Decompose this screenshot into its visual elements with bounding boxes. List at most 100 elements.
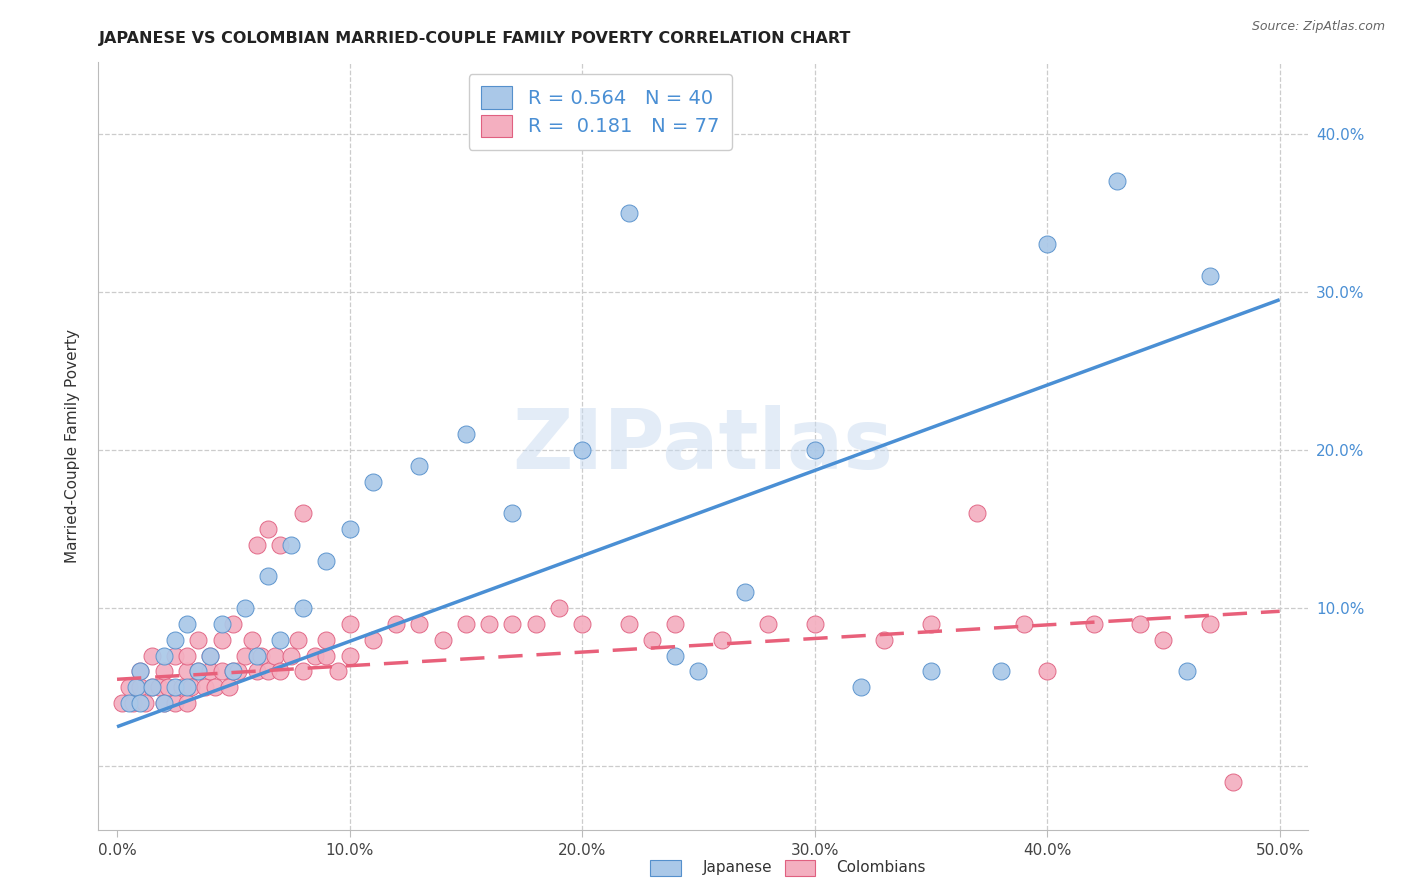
Point [269, 632, 291, 647]
Point [292, 601, 315, 615]
Point [245, 665, 267, 679]
Point [269, 538, 291, 552]
Point [571, 616, 593, 631]
Point [1083, 616, 1105, 631]
Point [454, 427, 477, 442]
Point [280, 648, 302, 663]
Point [501, 506, 523, 520]
Point [111, 696, 134, 710]
Point [176, 616, 198, 631]
Point [187, 665, 209, 679]
Point [118, 696, 141, 710]
Point [304, 648, 326, 663]
Point [315, 632, 337, 647]
Point [118, 680, 141, 694]
Point [152, 696, 174, 710]
Point [408, 616, 430, 631]
Point [122, 696, 145, 710]
Point [257, 665, 280, 679]
Point [176, 648, 198, 663]
Point [361, 475, 384, 489]
Y-axis label: Married-Couple Family Poverty: Married-Couple Family Poverty [65, 329, 80, 563]
Point [339, 648, 361, 663]
Point [152, 648, 174, 663]
Point [198, 665, 221, 679]
Point [1222, 775, 1244, 789]
Point [664, 616, 686, 631]
Point [571, 442, 593, 457]
Point [211, 632, 233, 647]
Point [165, 648, 187, 663]
Point [617, 205, 640, 219]
Point [240, 632, 263, 647]
Point [873, 632, 896, 647]
Point [222, 616, 245, 631]
Point [180, 680, 202, 694]
Point [1199, 616, 1222, 631]
Text: Colombians: Colombians [837, 861, 927, 875]
Point [129, 665, 152, 679]
Text: ZIPatlas: ZIPatlas [513, 406, 893, 486]
Point [849, 680, 872, 694]
Point [966, 506, 988, 520]
Point [257, 569, 280, 583]
Point [211, 665, 233, 679]
Point [233, 601, 256, 615]
Point [1152, 632, 1174, 647]
Point [165, 696, 187, 710]
Point [222, 665, 245, 679]
Point [245, 648, 267, 663]
Point [1036, 665, 1059, 679]
Point [269, 665, 291, 679]
Point [141, 648, 163, 663]
Point [157, 680, 180, 694]
Point [432, 632, 454, 647]
Point [1129, 616, 1152, 631]
Point [664, 648, 686, 663]
Point [292, 506, 315, 520]
Text: JAPANESE VS COLOMBIAN MARRIED-COUPLE FAMILY POVERTY CORRELATION CHART: JAPANESE VS COLOMBIAN MARRIED-COUPLE FAM… [98, 31, 851, 46]
Point [803, 616, 825, 631]
Point [134, 696, 156, 710]
Point [245, 538, 267, 552]
Point [990, 665, 1012, 679]
Point [315, 648, 337, 663]
Legend: R = 0.564   N = 40, R =  0.181   N = 77: R = 0.564 N = 40, R = 0.181 N = 77 [468, 74, 733, 150]
Point [1036, 237, 1059, 252]
Point [408, 458, 430, 473]
Point [204, 680, 226, 694]
Point [152, 665, 174, 679]
Point [710, 632, 733, 647]
Point [148, 680, 170, 694]
Point [1199, 268, 1222, 283]
Point [920, 616, 942, 631]
Point [292, 665, 315, 679]
Point [176, 680, 198, 694]
Text: Japanese: Japanese [703, 861, 773, 875]
Point [257, 522, 280, 536]
Point [339, 616, 361, 631]
Point [524, 616, 547, 631]
Point [617, 616, 640, 631]
Point [152, 696, 174, 710]
Point [124, 680, 146, 694]
Point [478, 616, 501, 631]
Point [688, 665, 710, 679]
Point [339, 522, 361, 536]
Point [264, 648, 287, 663]
Point [141, 680, 163, 694]
Point [287, 632, 309, 647]
Point [233, 648, 256, 663]
Point [734, 585, 756, 599]
Point [187, 665, 209, 679]
Point [176, 665, 198, 679]
Text: Source: ZipAtlas.com: Source: ZipAtlas.com [1251, 20, 1385, 33]
Point [454, 616, 477, 631]
Point [1105, 174, 1128, 188]
Point [129, 665, 152, 679]
Point [194, 680, 217, 694]
Point [385, 616, 408, 631]
Point [198, 648, 221, 663]
Point [920, 665, 942, 679]
Point [1175, 665, 1198, 679]
